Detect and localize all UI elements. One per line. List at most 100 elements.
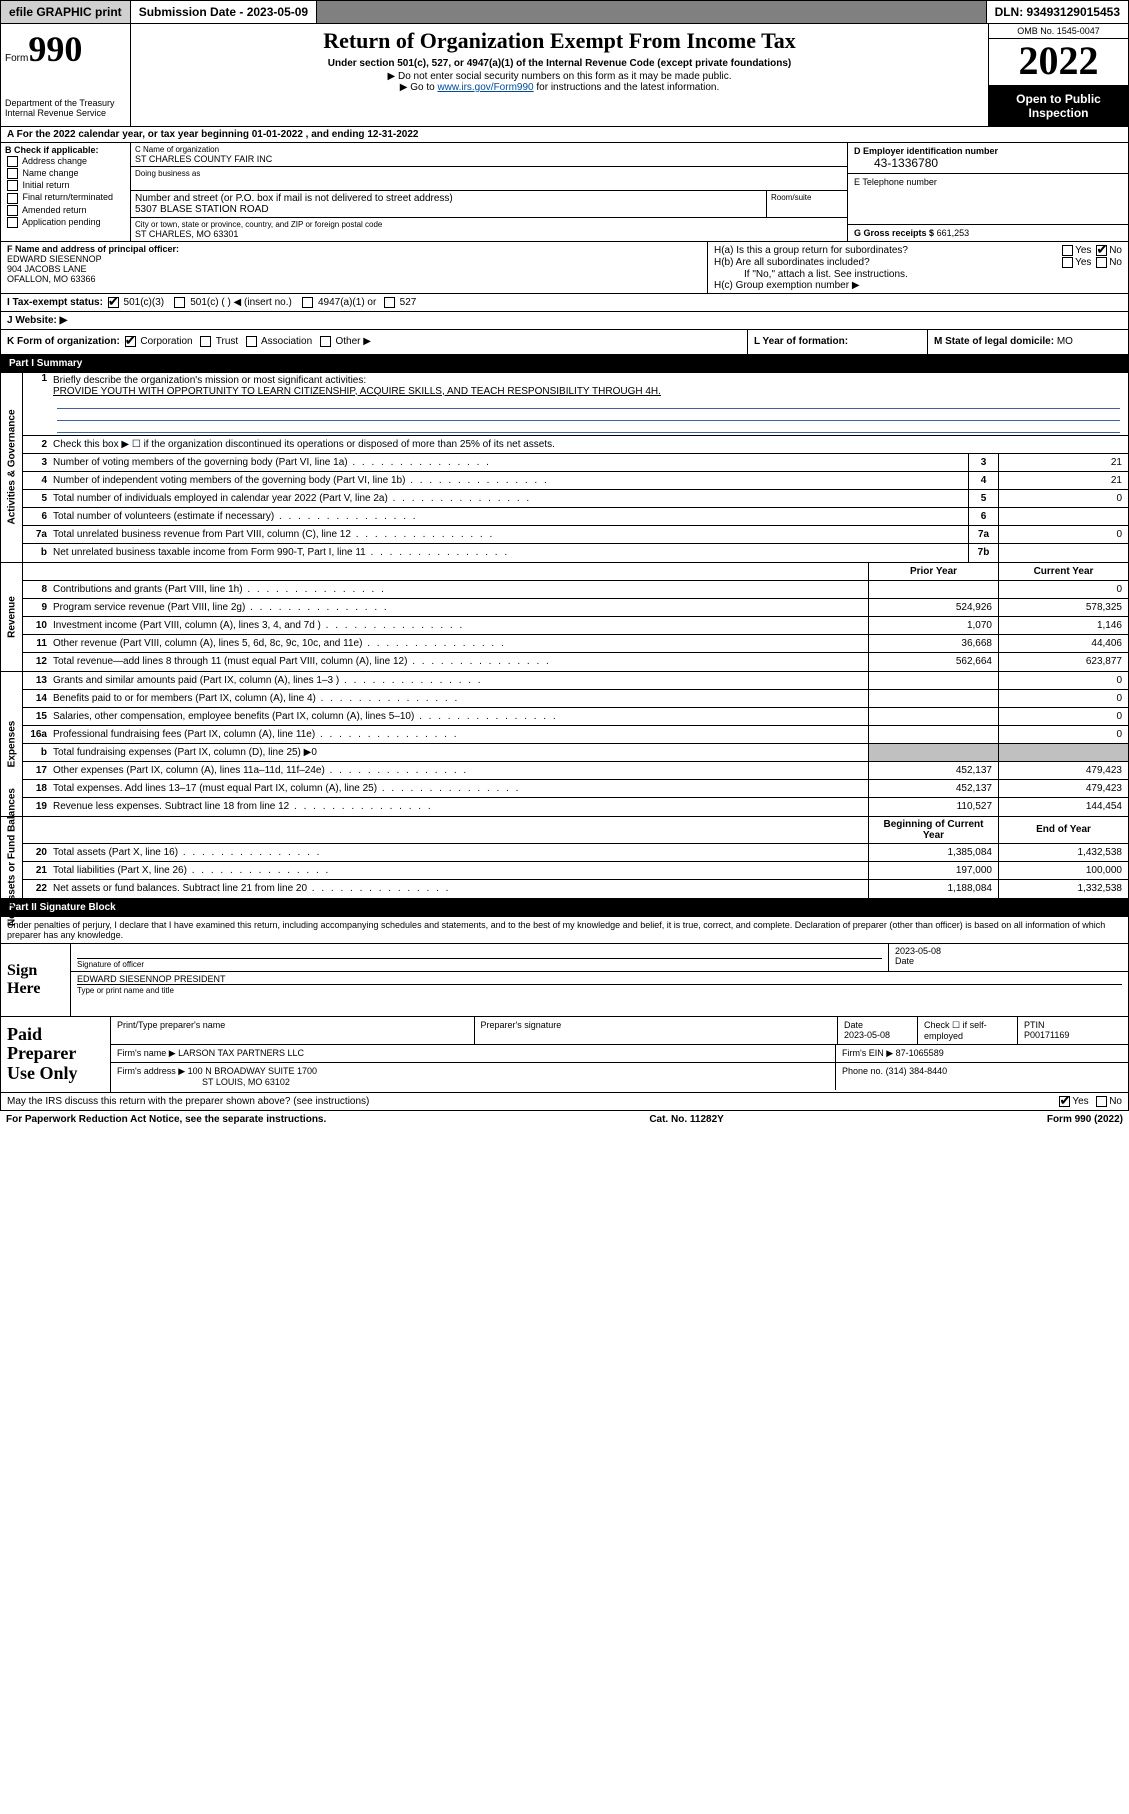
vlabel-exp: Expenses	[6, 720, 17, 767]
firm-addr1: 100 N BROADWAY SUITE 1700	[188, 1066, 317, 1076]
gross-receipts: 661,253	[937, 228, 970, 238]
ein-value: 43-1336780	[854, 156, 1122, 170]
table-row: 5Total number of individuals employed in…	[23, 490, 1128, 508]
f-label: F Name and address of principal officer:	[7, 244, 179, 254]
summary-revenue: Revenue Prior Year Current Year 8Contrib…	[0, 563, 1129, 672]
org-city: ST CHARLES, MO 63301	[135, 229, 843, 239]
summary-netassets: Net Assets or Fund Balances Beginning of…	[0, 817, 1129, 899]
discuss-answer[interactable]: Yes No	[1057, 1096, 1122, 1107]
hb-answer[interactable]: Yes No	[1060, 257, 1122, 268]
officer-name: EDWARD SIESENNOP	[7, 254, 102, 264]
prep-sig-label: Preparer's signature	[475, 1017, 839, 1044]
table-row: 9Program service revenue (Part VIII, lin…	[23, 599, 1128, 617]
discuss-row: May the IRS discuss this return with the…	[0, 1093, 1129, 1111]
addr-label: Number and street (or P.O. box if mail i…	[135, 193, 762, 204]
officer-addr1: 904 JACOBS LANE	[7, 264, 87, 274]
self-employed[interactable]: Check ☐ if self-employed	[918, 1017, 1018, 1044]
b-opt-final[interactable]: Final return/terminated	[5, 192, 126, 203]
table-row: 11Other revenue (Part VIII, column (A), …	[23, 635, 1128, 653]
b-opt-pending[interactable]: Application pending	[5, 217, 126, 228]
tax-year: 2022	[989, 39, 1128, 86]
table-row: 17Other expenses (Part IX, column (A), l…	[23, 762, 1128, 780]
table-row: 14Benefits paid to or for members (Part …	[23, 690, 1128, 708]
discuss-label: May the IRS discuss this return with the…	[7, 1096, 369, 1107]
firm-addr-label: Firm's address ▶	[117, 1066, 185, 1076]
section-c: C Name of organization ST CHARLES COUNTY…	[131, 143, 848, 241]
firm-addr2: ST LOUIS, MO 63102	[117, 1077, 290, 1087]
i-label: I Tax-exempt status:	[7, 297, 103, 308]
table-row: 21Total liabilities (Part X, line 26)197…	[23, 862, 1128, 880]
table-row: 20Total assets (Part X, line 16)1,385,08…	[23, 844, 1128, 862]
b-opt-address[interactable]: Address change	[5, 156, 126, 167]
form990-link[interactable]: www.irs.gov/Form990	[437, 82, 533, 93]
i-4947[interactable]	[302, 297, 313, 308]
k-corp[interactable]	[125, 336, 136, 347]
section-b: B Check if applicable: Address change Na…	[1, 143, 131, 241]
org-name: ST CHARLES COUNTY FAIR INC	[135, 154, 843, 164]
k-assoc[interactable]	[246, 336, 257, 347]
mission-text: PROVIDE YOUTH WITH OPPORTUNITY TO LEARN …	[53, 386, 661, 397]
l-label: L Year of formation:	[754, 336, 848, 347]
vlabel-rev: Revenue	[6, 596, 17, 638]
i-501c3[interactable]	[108, 297, 119, 308]
k-label: K Form of organization:	[7, 337, 120, 348]
table-row: 10Investment income (Part VIII, column (…	[23, 617, 1128, 635]
ha-answer[interactable]: Yes No	[1060, 245, 1122, 256]
b-opt-amended[interactable]: Amended return	[5, 205, 126, 216]
submission-date: Submission Date - 2023-05-09	[131, 1, 317, 23]
table-row: 16aProfessional fundraising fees (Part I…	[23, 726, 1128, 744]
prep-date-label: Date	[844, 1020, 863, 1030]
form-prefix: Form	[5, 53, 28, 64]
table-row: 7aTotal unrelated business revenue from …	[23, 526, 1128, 544]
b-opt-name[interactable]: Name change	[5, 168, 126, 179]
table-row: 6Total number of volunteers (estimate if…	[23, 508, 1128, 526]
irs-label: Internal Revenue Service	[5, 108, 126, 118]
section-f: F Name and address of principal officer:…	[1, 242, 708, 293]
inspection-label: Open to Public Inspection	[989, 86, 1128, 126]
section-h: H(a) Is this a group return for subordin…	[708, 242, 1128, 293]
k-trust[interactable]	[200, 336, 211, 347]
cat-no: Cat. No. 11282Y	[649, 1114, 723, 1125]
row-a: A For the 2022 calendar year, or tax yea…	[0, 127, 1129, 143]
section-de: D Employer identification number 43-1336…	[848, 143, 1128, 241]
phone-label: Phone no.	[842, 1066, 883, 1076]
sign-here-label: Sign Here	[1, 944, 71, 1016]
b-label: B Check if applicable:	[5, 145, 126, 155]
i-501c[interactable]	[174, 297, 185, 308]
col-curr: Current Year	[998, 563, 1128, 580]
efile-label[interactable]: efile GRAPHIC print	[1, 1, 131, 23]
m-value: MO	[1057, 336, 1073, 347]
header-sub2: Do not enter social security numbers on …	[137, 71, 982, 82]
part2-header: Part II Signature Block	[0, 899, 1129, 917]
prep-name-label: Print/Type preparer's name	[111, 1017, 475, 1044]
topbar-spacer	[317, 1, 986, 23]
vlabel-net: Net Assets or Fund Balances	[6, 788, 17, 926]
city-label: City or town, state or province, country…	[135, 220, 843, 229]
form-title: Return of Organization Exempt From Incom…	[137, 28, 982, 54]
footer: For Paperwork Reduction Act Notice, see …	[0, 1111, 1129, 1128]
ptin-val: P00171169	[1024, 1030, 1069, 1040]
table-row: 4Number of independent voting members of…	[23, 472, 1128, 490]
ptin-label: PTIN	[1024, 1020, 1045, 1030]
header-sub1: Under section 501(c), 527, or 4947(a)(1)…	[137, 58, 982, 69]
header-sub3: Go to www.irs.gov/Form990 for instructio…	[137, 82, 982, 93]
firm-ein-label: Firm's EIN ▶	[842, 1048, 893, 1058]
room-label: Room/suite	[767, 191, 847, 217]
table-row: 12Total revenue—add lines 8 through 11 (…	[23, 653, 1128, 671]
row-j: J Website: ▶	[0, 312, 1129, 330]
c-name-label: C Name of organization	[135, 145, 843, 154]
i-527[interactable]	[384, 297, 395, 308]
vlabel-gov: Activities & Governance	[6, 410, 17, 525]
k-other[interactable]	[320, 336, 331, 347]
phone-val: (314) 384-8440	[886, 1066, 948, 1076]
paid-label: Paid Preparer Use Only	[1, 1017, 111, 1092]
table-row: 13Grants and similar amounts paid (Part …	[23, 672, 1128, 690]
col-end: End of Year	[998, 817, 1128, 843]
table-row: 22Net assets or fund balances. Subtract …	[23, 880, 1128, 898]
topbar: efile GRAPHIC print Submission Date - 20…	[0, 0, 1129, 24]
block-fh: F Name and address of principal officer:…	[0, 242, 1129, 294]
hb-note: If "No," attach a list. See instructions…	[714, 269, 1122, 280]
row-klm: K Form of organization: Corporation Trus…	[0, 330, 1129, 354]
b-opt-initial[interactable]: Initial return	[5, 180, 126, 191]
omb-number: OMB No. 1545-0047	[989, 24, 1128, 39]
